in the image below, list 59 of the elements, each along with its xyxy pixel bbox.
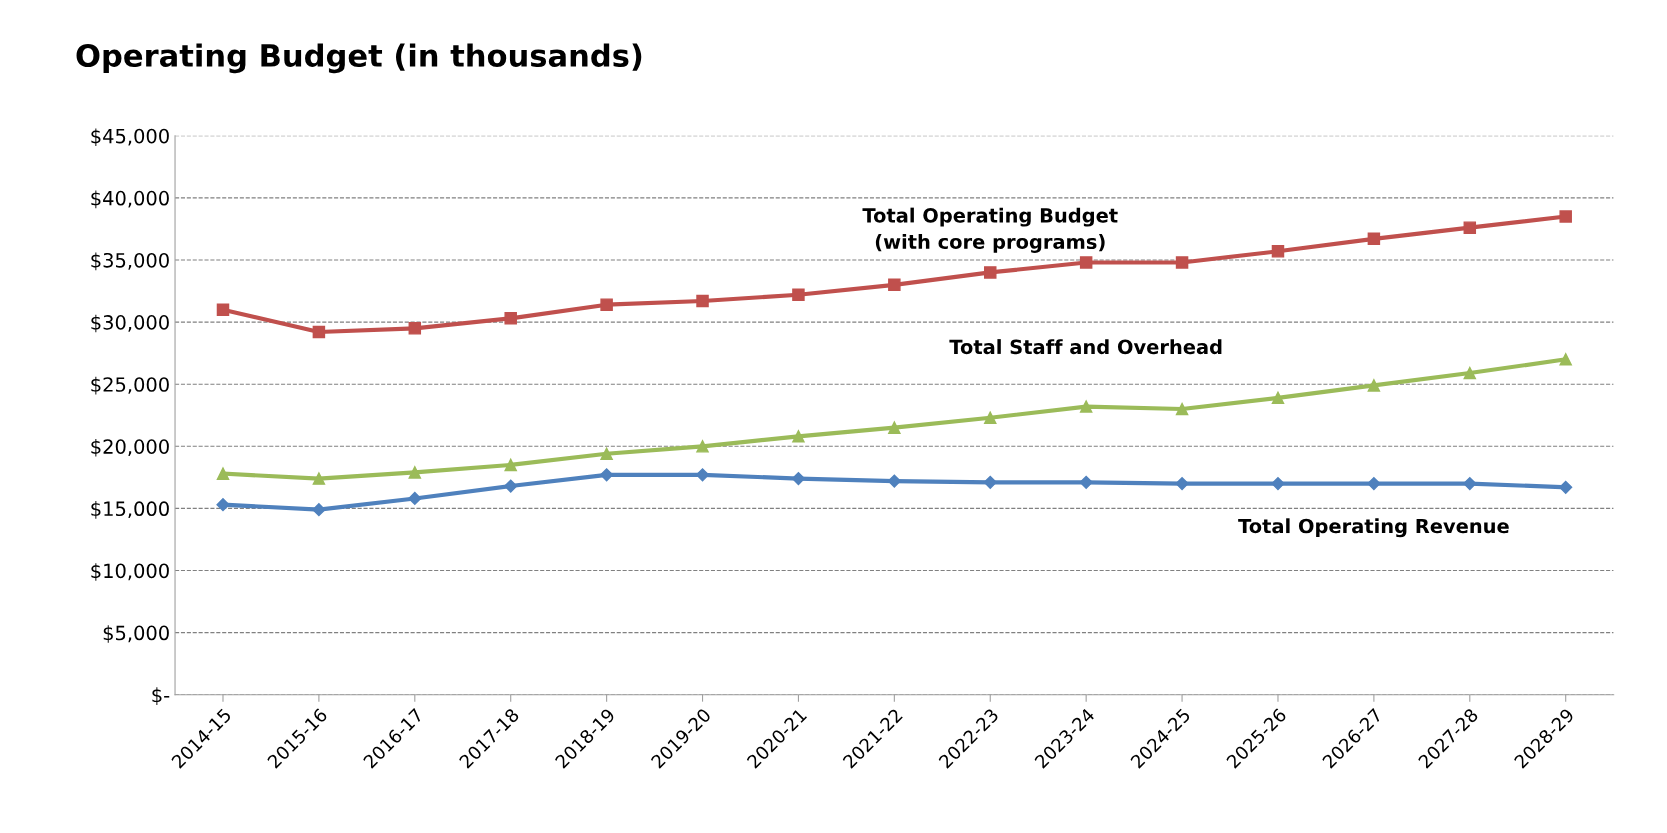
- y-tick-label: $10,000: [91, 563, 169, 581]
- y-tick-label: $35,000: [91, 252, 169, 271]
- point: [408, 491, 422, 506]
- point: [1271, 391, 1285, 405]
- text: Total Staff and Overhead: [949, 339, 1222, 355]
- point: [696, 440, 709, 453]
- point: [1175, 256, 1189, 269]
- point: [1079, 475, 1093, 489]
- point: [504, 312, 517, 325]
- point: [1463, 476, 1477, 491]
- point: [1271, 476, 1285, 491]
- point: [312, 472, 326, 485]
- point: [1559, 210, 1572, 223]
- point: [792, 288, 805, 302]
- y-tick-label: $45,000: [91, 128, 169, 147]
- chart-title: Operating Budget (in thousands): [76, 43, 642, 74]
- point: [1175, 476, 1189, 491]
- point: [408, 322, 422, 335]
- point: [1463, 366, 1477, 380]
- point: [1463, 221, 1477, 234]
- point: [1559, 480, 1573, 494]
- point: [1079, 256, 1093, 269]
- y-tick-label: $25,000: [91, 376, 169, 395]
- point: [1367, 232, 1381, 246]
- y-tick-label: $40,000: [91, 190, 169, 209]
- point: [983, 475, 997, 489]
- series-label: Total Operating Revenue: [1238, 518, 1509, 538]
- point: [792, 430, 805, 443]
- point: [984, 266, 997, 279]
- point: [887, 474, 901, 488]
- y-tick-label: $20,000: [91, 438, 169, 457]
- point: [1271, 245, 1285, 258]
- point: [312, 503, 326, 517]
- point: [888, 421, 901, 434]
- point: [791, 472, 806, 486]
- point: [504, 458, 517, 472]
- point: [408, 466, 422, 479]
- point: [695, 468, 710, 482]
- y-tick-label: $-: [152, 687, 170, 705]
- point: [1367, 379, 1381, 392]
- point: [216, 498, 230, 512]
- point: [696, 294, 709, 308]
- y-tick-label: $5,000: [103, 625, 169, 643]
- point: [600, 298, 613, 311]
- point: [600, 447, 613, 461]
- point: [1175, 402, 1189, 416]
- y-tick-label: $30,000: [91, 314, 169, 333]
- point: [1079, 400, 1093, 413]
- point: [312, 325, 326, 339]
- series-label: Total Operating Budget (with core programs): [862, 207, 1118, 253]
- point: [1559, 353, 1572, 366]
- point: [216, 467, 230, 480]
- point: [1367, 476, 1381, 491]
- point: [984, 411, 997, 424]
- point: [216, 303, 230, 316]
- point: [600, 468, 614, 482]
- point: [888, 278, 901, 292]
- y-tick-label: $15,000: [91, 501, 169, 519]
- point: [504, 479, 518, 493]
